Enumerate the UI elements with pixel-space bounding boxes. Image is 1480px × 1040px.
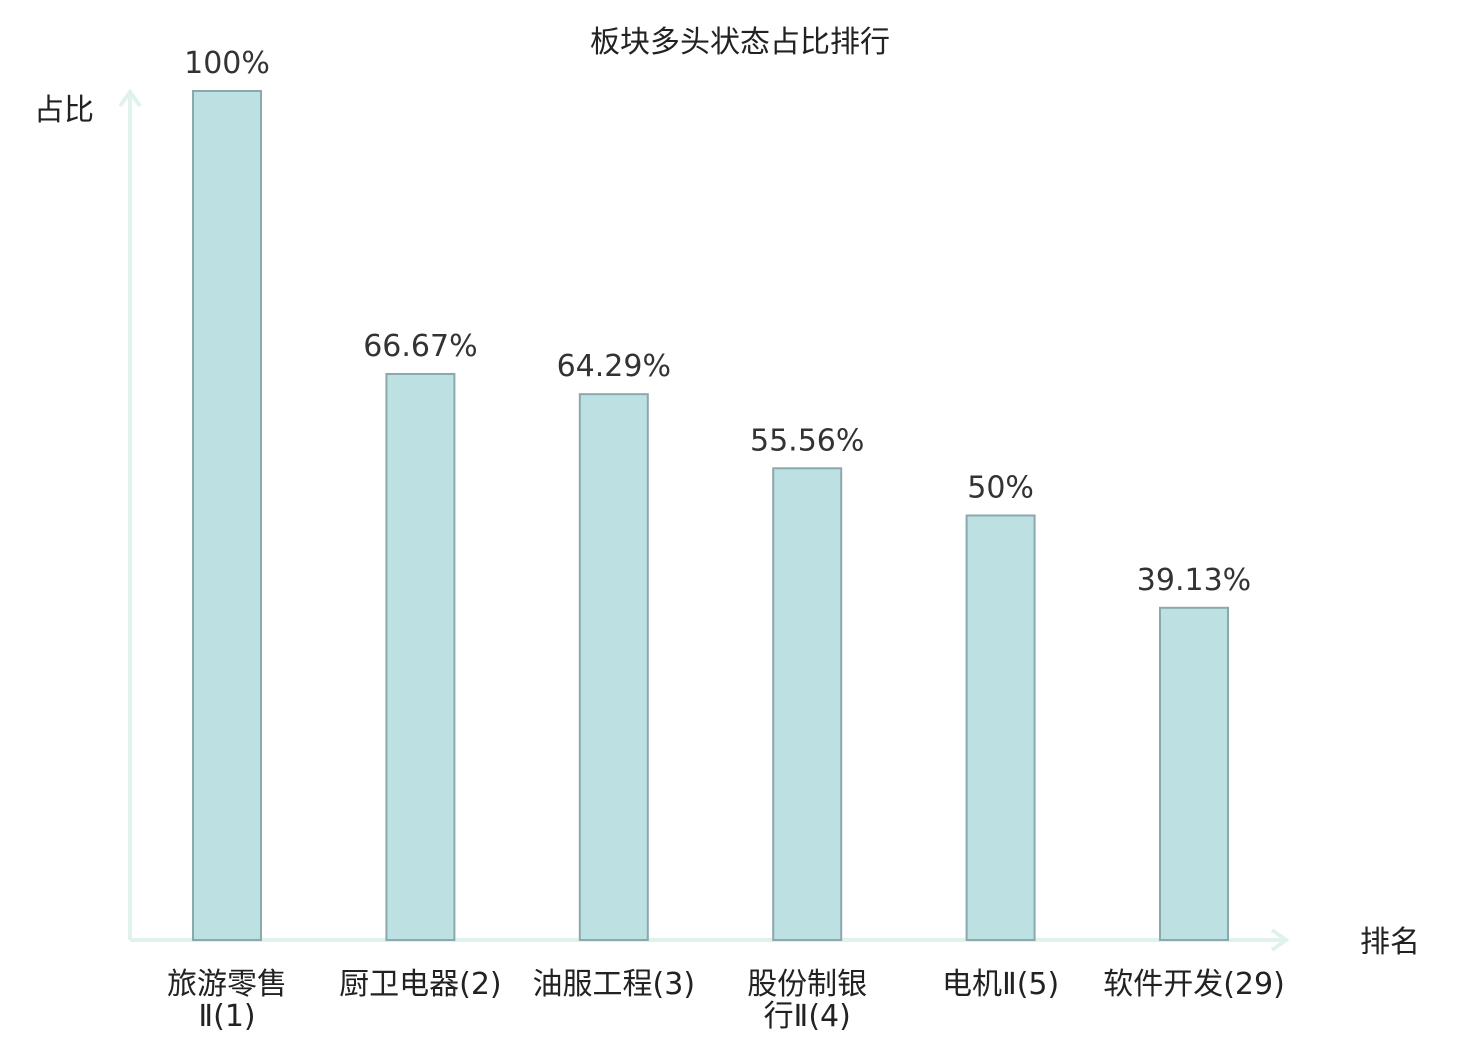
x-axis-arrow-icon — [1270, 928, 1290, 952]
bar-value-label: 39.13% — [1137, 563, 1251, 598]
category-tick-label: 行Ⅱ(4) — [764, 999, 851, 1034]
bar-value-label: 100% — [184, 46, 270, 81]
y-axis-label: 占比 — [34, 93, 94, 128]
bar — [192, 90, 262, 941]
bar-value-label: 64.29% — [557, 349, 671, 384]
category-tick-label: Ⅱ(1) — [198, 999, 255, 1034]
bars-group — [192, 90, 1229, 942]
bar-value-label: 50% — [967, 471, 1034, 506]
category-tick-label: 软件开发(29) — [1103, 967, 1285, 1002]
category-tick-label: 旅游零售 — [167, 967, 287, 1002]
category-tick-label: 电机Ⅱ(5) — [942, 967, 1059, 1002]
bar — [772, 467, 843, 941]
value-labels-group: 100% 66.67% 64.29% 55.56% 50% 39.13% — [184, 46, 1251, 598]
bar — [578, 393, 649, 941]
category-tick-label: 厨卫电器(2) — [339, 967, 502, 1002]
bar — [385, 372, 456, 942]
bar-value-label: 66.67% — [363, 329, 477, 364]
y-axis-arrow-icon — [118, 88, 142, 108]
category-tick-label: 油服工程(3) — [533, 967, 696, 1002]
category-tick-label: 股份制银 — [747, 967, 867, 1002]
bar — [1159, 606, 1229, 942]
bar-value-label: 55.56% — [750, 423, 864, 458]
x-axis-label: 排名 — [1360, 925, 1420, 960]
chart-title: 板块多头状态占比排行 — [590, 25, 890, 60]
bar — [965, 514, 1036, 941]
